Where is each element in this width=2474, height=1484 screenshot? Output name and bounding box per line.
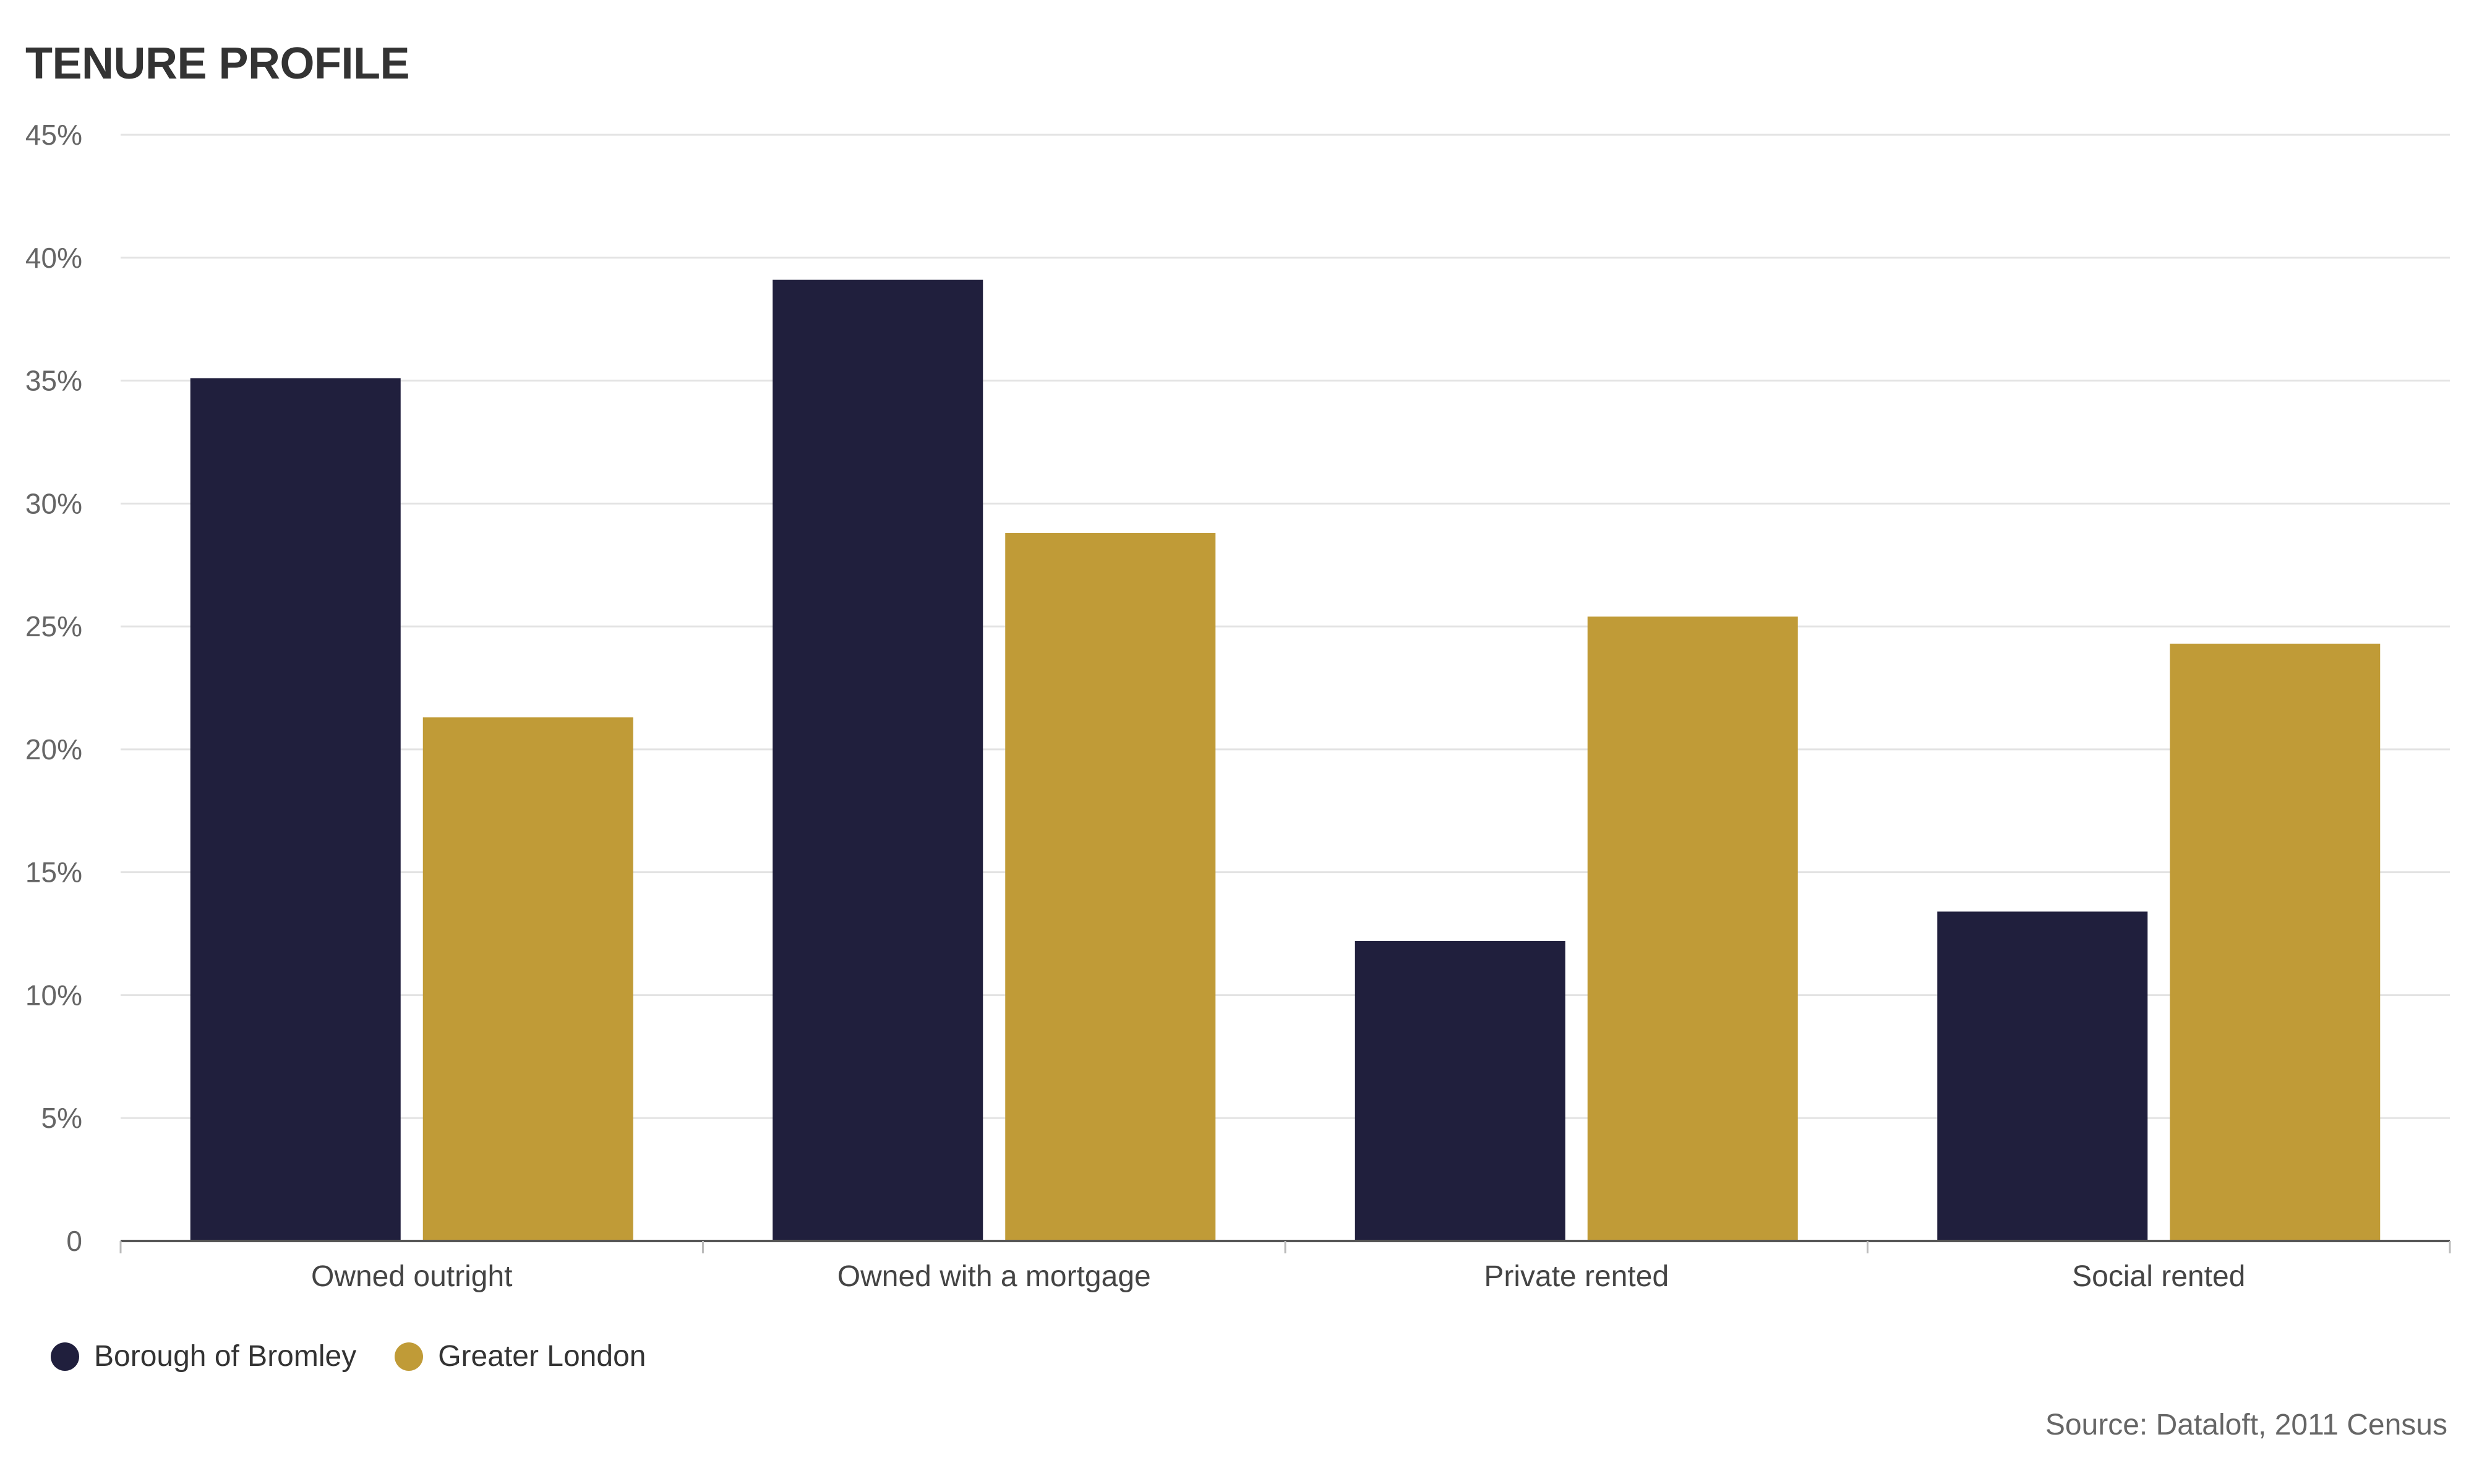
y-tick-label: 35% — [25, 365, 82, 397]
x-axis — [119, 1240, 2451, 1253]
x-axis-categories: Owned outright Owned with a mortgage Priva… — [311, 1260, 2245, 1293]
bars — [190, 279, 2381, 1242]
y-tick-label: 15% — [25, 856, 82, 889]
legend-swatch-bromley — [51, 1342, 79, 1371]
y-tick-label: 5% — [41, 1102, 82, 1134]
x-tick-label: Owned with a mortgage — [837, 1260, 1151, 1293]
bar — [1587, 616, 1798, 1241]
bar — [773, 279, 983, 1242]
y-tick-label: 45% — [25, 119, 82, 151]
x-tick-label: Owned outright — [311, 1260, 513, 1293]
bar — [422, 717, 633, 1241]
x-tick-label: Social rented — [2072, 1260, 2245, 1293]
y-axis-ticks: 0 5% 10% 15% 20% 25% 30% 35% 40% 45% — [25, 119, 82, 1257]
y-tick-label: 20% — [25, 733, 82, 765]
y-tick-label: 40% — [25, 242, 82, 274]
y-tick-label: 0 — [66, 1225, 82, 1257]
legend: Borough of Bromley Greater London — [51, 1339, 684, 1373]
legend-label-greater-london: Greater London — [438, 1340, 646, 1373]
chart-title: TENURE PROFILE — [25, 39, 410, 88]
y-tick-label: 25% — [25, 610, 82, 642]
legend-item-greater-london[interactable]: Greater London — [395, 1339, 646, 1373]
bar — [1355, 940, 1565, 1241]
y-tick-label: 10% — [25, 979, 82, 1011]
bar — [1005, 533, 1216, 1241]
legend-item-bromley[interactable]: Borough of Bromley — [51, 1339, 356, 1373]
x-tick-label: Private rented — [1484, 1260, 1669, 1293]
legend-swatch-greater-london — [395, 1342, 424, 1371]
bar — [2170, 643, 2381, 1241]
bar — [1937, 911, 2148, 1241]
y-tick-label: 30% — [25, 487, 82, 519]
source-note: Source: Dataloft, 2011 Census — [2045, 1409, 2447, 1441]
legend-label-bromley: Borough of Bromley — [94, 1340, 357, 1373]
bar — [190, 378, 401, 1241]
